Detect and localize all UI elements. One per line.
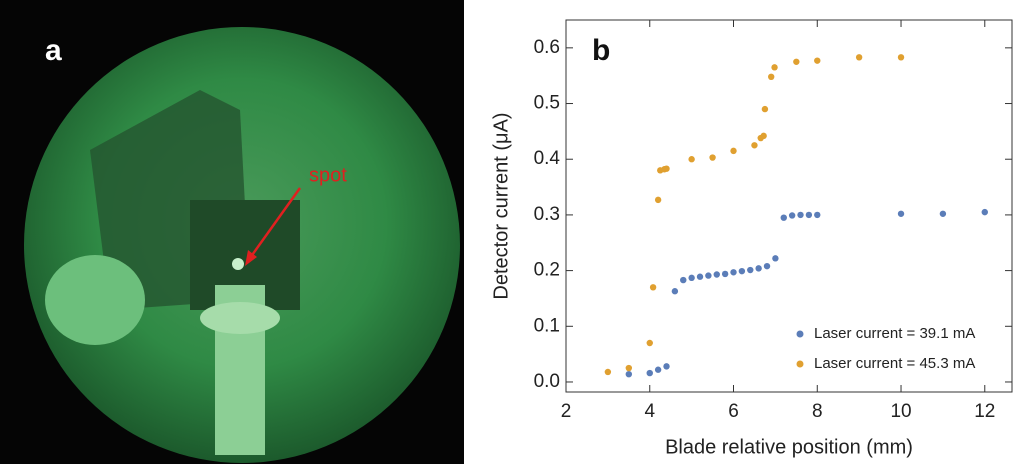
point xyxy=(981,208,988,216)
legend-label: Laser current = 39.1 mA xyxy=(814,325,975,342)
x-tick-label: 8 xyxy=(812,401,823,422)
point xyxy=(939,210,947,217)
point xyxy=(780,214,787,221)
point xyxy=(772,255,779,262)
photo-panel: a spot xyxy=(0,0,464,464)
point xyxy=(625,364,633,372)
point xyxy=(671,288,679,295)
x-axis-label: Blade relative position (mm) xyxy=(665,436,913,458)
post-top xyxy=(200,302,280,334)
point xyxy=(814,57,821,64)
point xyxy=(688,274,695,282)
point xyxy=(771,64,778,71)
plot-frame xyxy=(565,19,1013,393)
point xyxy=(663,165,670,172)
point xyxy=(713,271,720,278)
x-tick-label: 4 xyxy=(644,401,655,422)
x-tick-label: 10 xyxy=(890,401,911,422)
panel-label: b xyxy=(592,34,610,67)
point xyxy=(755,265,762,272)
arrow-head xyxy=(245,250,257,266)
legend-label: Laser current = 45.3 mA xyxy=(814,355,975,372)
point xyxy=(730,269,737,276)
y-tick-label: 0.1 xyxy=(534,315,560,336)
point xyxy=(654,196,662,204)
y-tick-label: 0.6 xyxy=(534,37,560,58)
point xyxy=(760,132,767,140)
point xyxy=(649,284,657,291)
panel-label: a xyxy=(45,34,62,67)
point xyxy=(814,211,821,219)
point xyxy=(751,142,758,149)
point xyxy=(730,147,737,155)
spot-mark xyxy=(232,258,244,270)
knob xyxy=(45,255,145,345)
y-tick-label: 0.0 xyxy=(534,371,560,392)
point xyxy=(738,267,746,275)
legend-marker xyxy=(796,330,804,338)
y-axis-label: Detector current (μA) xyxy=(490,112,512,299)
point xyxy=(680,276,687,284)
annotation: spot xyxy=(309,164,347,186)
point xyxy=(625,370,633,378)
x-tick-label: 6 xyxy=(728,401,739,422)
point xyxy=(646,369,653,377)
point xyxy=(688,156,695,163)
point xyxy=(763,262,771,270)
point xyxy=(788,212,796,219)
point xyxy=(604,368,612,376)
point xyxy=(805,211,813,219)
point xyxy=(654,366,662,373)
point xyxy=(855,54,863,61)
arrow-shaft xyxy=(248,187,302,259)
point xyxy=(793,58,800,65)
y-tick-label: 0.3 xyxy=(534,204,560,225)
point xyxy=(696,273,704,280)
y-tick-label: 0.5 xyxy=(534,93,560,114)
point xyxy=(797,211,804,219)
point xyxy=(897,210,905,217)
point xyxy=(646,339,653,347)
point xyxy=(663,363,670,370)
point xyxy=(747,266,754,274)
point xyxy=(897,54,905,61)
chart: 2 4 6 8 10 12 0.0 0.1 0.2 0.3 0.4 0.5 0.6 Blade relat… xyxy=(490,19,1013,458)
point xyxy=(709,154,716,161)
legend-marker xyxy=(796,360,804,368)
point xyxy=(761,105,769,113)
y-tick-label: 0.2 xyxy=(534,260,560,281)
x-tick-label: 2 xyxy=(561,401,572,422)
point xyxy=(705,272,712,279)
x-tick-label: 12 xyxy=(974,401,995,422)
point xyxy=(768,73,775,81)
point xyxy=(721,270,729,278)
y-tick-label: 0.4 xyxy=(534,148,561,169)
